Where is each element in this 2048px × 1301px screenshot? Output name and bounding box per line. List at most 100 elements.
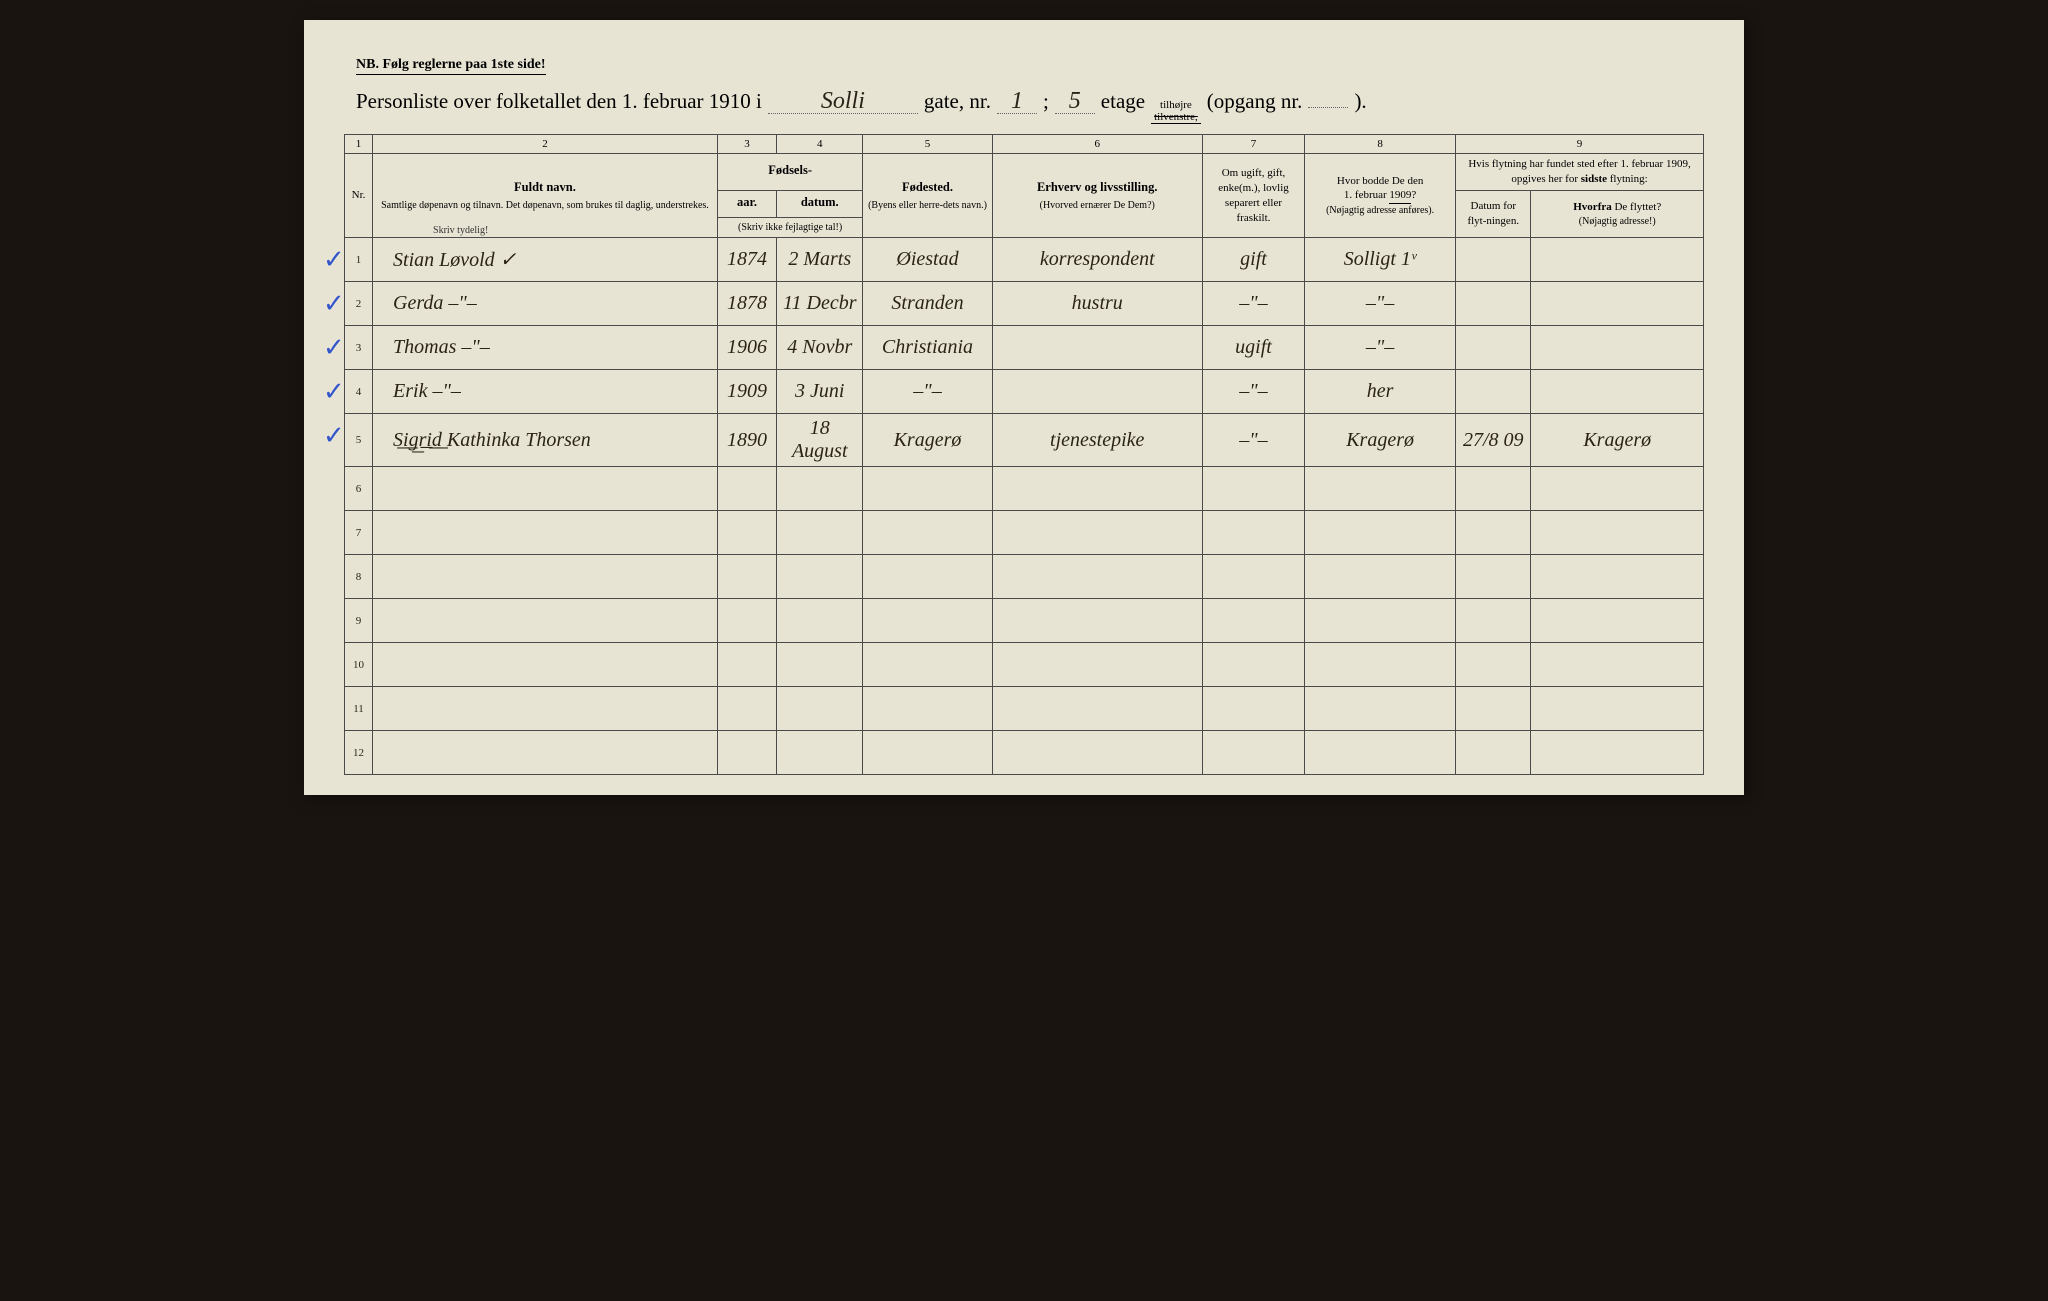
cell-year [717, 511, 776, 555]
table-row: 11 [345, 687, 1704, 731]
colnum-9: 9 [1456, 135, 1704, 154]
cell-movefrom: Kragerø [1531, 414, 1704, 467]
cell-movedate [1456, 511, 1531, 555]
row-number: 10 [345, 643, 373, 687]
cell-movefrom [1531, 687, 1704, 731]
cell-birthplace [863, 599, 992, 643]
cell-addr1909 [1305, 555, 1456, 599]
hdr-birth-label: Fødsels- [722, 162, 858, 179]
hdr-date: datum. [777, 190, 863, 217]
hdr-name-main: Fuldt navn. [377, 179, 713, 196]
cell-addr1909 [1305, 643, 1456, 687]
hdr-birthplace-main: Fødested. [867, 179, 987, 196]
cell-marital: gift [1202, 238, 1304, 282]
gate-label: gate, nr. [924, 89, 991, 114]
cell-year: 1878 [717, 282, 776, 326]
hdr-addr1909: Hvor bodde De den1. februar 1909? (Nøjag… [1305, 154, 1456, 238]
cell-date [777, 599, 863, 643]
cell-name [373, 643, 718, 687]
cell-movefrom [1531, 555, 1704, 599]
cell-marital: ugift [1202, 326, 1304, 370]
cell-occupation [992, 599, 1202, 643]
cell-name [373, 731, 718, 775]
cell-addr1909 [1305, 467, 1456, 511]
cell-movefrom [1531, 370, 1704, 414]
table-row: ✓2Gerda –"–187811 DecbrStrandenhustru–"–… [345, 282, 1704, 326]
hdr-birth-group: Fødsels- [717, 154, 862, 191]
cell-birthplace [863, 643, 992, 687]
opgang-suffix: ). [1354, 89, 1366, 114]
hdr-movefrom: Hvorfra De flyttet? (Nøjagtig adresse!) [1531, 190, 1704, 237]
cell-addr1909 [1305, 511, 1456, 555]
cell-marital [1202, 467, 1304, 511]
table-row: 8 [345, 555, 1704, 599]
cell-occupation [992, 643, 1202, 687]
cell-occupation [992, 731, 1202, 775]
cell-movefrom [1531, 467, 1704, 511]
cell-date [777, 643, 863, 687]
cell-movedate [1456, 238, 1531, 282]
cell-addr1909 [1305, 599, 1456, 643]
cell-movefrom [1531, 238, 1704, 282]
cell-addr1909: her [1305, 370, 1456, 414]
hdr-birthplace: Fødested. (Byens eller herre-dets navn.) [863, 154, 992, 238]
hdr-occ-main: Erhverv og livsstilling. [997, 179, 1198, 196]
hdr-movefrom-sub: (Nøjagtig adresse!) [1535, 215, 1699, 229]
row-number: ✓2 [345, 282, 373, 326]
cell-date [777, 731, 863, 775]
hdr-date-main: datum. [781, 194, 858, 211]
colnum-2: 2 [373, 135, 718, 154]
row-number: ✓5 [345, 414, 373, 467]
hdr-year-main: aar. [722, 194, 772, 211]
title-prefix: Personliste over folketallet den 1. febr… [356, 89, 762, 114]
row-number: ✓4 [345, 370, 373, 414]
cell-movefrom [1531, 511, 1704, 555]
cell-movedate [1456, 643, 1531, 687]
cell-name [373, 687, 718, 731]
cell-marital: –"– [1202, 414, 1304, 467]
checkmark-icon: ✓ [323, 288, 345, 319]
cell-addr1909: –"– [1305, 282, 1456, 326]
cell-movedate [1456, 370, 1531, 414]
cell-marital [1202, 643, 1304, 687]
checkmark-icon: ✓ [323, 332, 345, 363]
cell-birthplace [863, 511, 992, 555]
cell-movefrom [1531, 643, 1704, 687]
cell-year [717, 599, 776, 643]
cell-year: 1909 [717, 370, 776, 414]
cell-movedate [1456, 282, 1531, 326]
cell-birthplace [863, 687, 992, 731]
colnum-4: 4 [777, 135, 863, 154]
cell-occupation [992, 370, 1202, 414]
hdr-marital: Om ugift, gift, enke(m.), lovlig separer… [1202, 154, 1304, 238]
cell-name: Thomas –"– [373, 326, 718, 370]
table-row: 7 [345, 511, 1704, 555]
etage-nr: 5 [1055, 89, 1095, 114]
cell-birthplace [863, 731, 992, 775]
row-number: 11 [345, 687, 373, 731]
cell-date [777, 555, 863, 599]
row-number: 6 [345, 467, 373, 511]
header-row-1: Nr. Fuldt navn. Samtlige døpenavn og til… [345, 154, 1704, 191]
tilhojre: tilhøjre [1154, 99, 1198, 111]
cell-marital [1202, 511, 1304, 555]
hdr-movedate: Datum for flyt-ningen. [1456, 190, 1531, 237]
cell-date: 11 Decbr [777, 282, 863, 326]
cell-addr1909: Solligt 1ᵛ [1305, 238, 1456, 282]
cell-occupation [992, 326, 1202, 370]
hdr-col9-text: Hvis flytning har fundet sted efter 1. f… [1468, 158, 1690, 185]
hdr-name: Fuldt navn. Samtlige døpenavn og tilnavn… [373, 154, 718, 238]
colnum-5: 5 [863, 135, 992, 154]
table-row: ✓3Thomas –"–19064 NovbrChristianiaugift–… [345, 326, 1704, 370]
hdr-birthplace-sub: (Byens eller herre-dets navn.) [867, 199, 987, 213]
hdr-occupation: Erhverv og livsstilling. (Hvorved ernære… [992, 154, 1202, 238]
cell-birthplace: Stranden [863, 282, 992, 326]
hdr-movefrom-main: Hvorfra De flyttet? [1573, 201, 1661, 213]
cell-addr1909 [1305, 731, 1456, 775]
cell-name: Erik –"– [373, 370, 718, 414]
cell-movefrom [1531, 282, 1704, 326]
cell-occupation: korrespondent [992, 238, 1202, 282]
hdr-addr-sub: (Nøjagtig adresse anføres). [1309, 204, 1451, 218]
skriv-tydelig-label: Skriv tydelig! [433, 225, 488, 236]
cell-birthplace: Kragerø [863, 414, 992, 467]
